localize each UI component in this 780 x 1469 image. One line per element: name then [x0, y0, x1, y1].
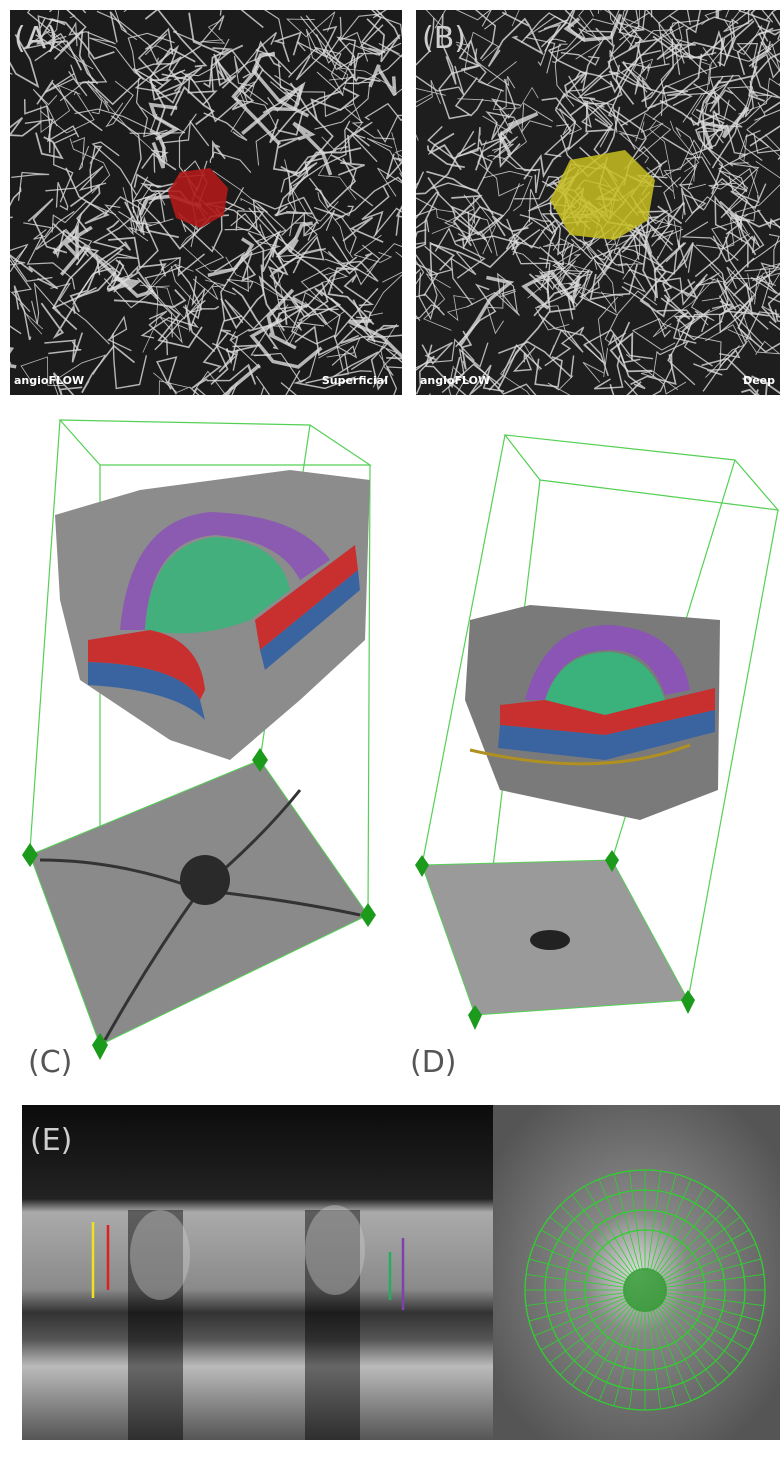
figure: (A) angioFLOW Superficial (B) angioFLOW …	[0, 0, 780, 1469]
texture	[324, 0, 366, 10]
texture	[182, 387, 215, 448]
panel-label: (A)	[14, 21, 58, 56]
panel-label: (E)	[30, 1123, 72, 1158]
optic-disc	[180, 855, 230, 905]
panel-label: (B)	[422, 21, 466, 56]
texture	[376, 394, 430, 451]
panel-label: (C)	[28, 1045, 72, 1080]
texture	[0, 257, 10, 294]
layer-name: Superficial	[322, 374, 388, 387]
optic-disc	[623, 1268, 667, 1312]
layer-name: Deep	[743, 374, 775, 387]
fovea	[530, 930, 570, 950]
brand: angioFLOW	[14, 374, 84, 387]
panel-label: (D)	[410, 1045, 457, 1080]
brand: angioFLOW	[420, 374, 490, 387]
